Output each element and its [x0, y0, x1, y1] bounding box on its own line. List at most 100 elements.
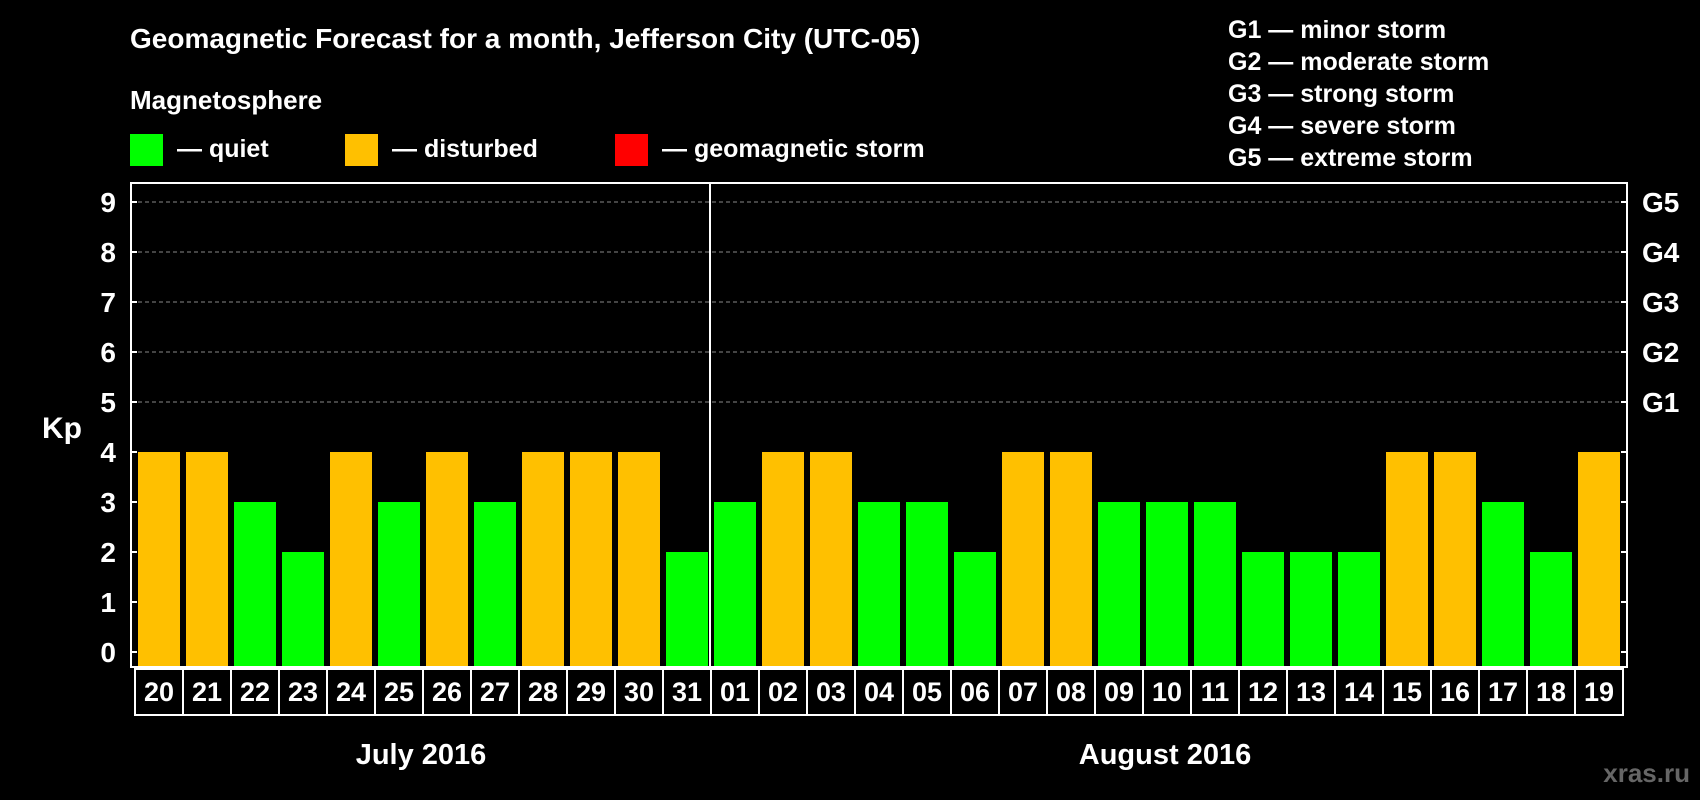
- storm-legend-item: G2 — moderate storm: [1228, 48, 1489, 76]
- bar: [426, 452, 468, 667]
- legend: — quiet — disturbed — geomagnetic storm: [130, 134, 925, 166]
- day-label: 10: [1152, 677, 1182, 707]
- day-label: 22: [240, 677, 270, 707]
- bar: [570, 452, 612, 667]
- day-label: 24: [336, 677, 366, 707]
- bar: [810, 452, 852, 667]
- y-tick-label: 1: [100, 587, 116, 618]
- storm-legend-item: G4 — severe storm: [1228, 112, 1456, 140]
- day-label: 03: [816, 677, 846, 707]
- legend-swatch: [130, 134, 163, 166]
- bar: [234, 502, 276, 667]
- legend-swatch: [615, 134, 648, 166]
- bar: [1242, 552, 1284, 667]
- bar: [186, 452, 228, 667]
- day-label: 06: [960, 677, 990, 707]
- y-tick-label: 2: [100, 537, 116, 568]
- legend-label: — quiet: [177, 135, 269, 163]
- day-label: 20: [144, 677, 174, 707]
- day-label: 17: [1488, 677, 1518, 707]
- bar: [666, 552, 708, 667]
- legend-label: — disturbed: [392, 135, 538, 163]
- month-labels: July 2016 August 2016: [356, 739, 1252, 771]
- day-label: 02: [768, 677, 798, 707]
- legend-title: Magnetosphere: [130, 85, 322, 115]
- x-tick-labels: 20 21 22 23 24 25 26 27 28 29 30 31 01 02 03 04 05 06 07 08…: [134, 668, 1624, 716]
- month-label: August 2016: [1079, 739, 1251, 771]
- day-label: 07: [1008, 677, 1038, 707]
- storm-level-label: G1: [1642, 387, 1679, 418]
- y-tick-label: 4: [100, 437, 116, 468]
- day-label: 04: [864, 677, 894, 707]
- bar: [1098, 502, 1140, 667]
- day-label: 05: [912, 677, 942, 707]
- day-label: 29: [576, 677, 606, 707]
- bars: [138, 452, 1620, 667]
- bar: [1146, 502, 1188, 667]
- bar: [138, 452, 180, 667]
- day-label: 09: [1104, 677, 1134, 707]
- y-tick-label: 6: [100, 337, 116, 368]
- day-label: 16: [1440, 677, 1470, 707]
- day-label: 18: [1536, 677, 1566, 707]
- bar: [762, 452, 804, 667]
- bar: [906, 502, 948, 667]
- day-label: 19: [1584, 677, 1614, 707]
- grid: [131, 201, 1627, 403]
- bar: [1290, 552, 1332, 667]
- plot-frame: [130, 182, 1628, 668]
- day-box: [1574, 668, 1624, 716]
- storm-legend-item: G1 — minor storm: [1228, 16, 1446, 44]
- bar: [282, 552, 324, 667]
- bar: [330, 452, 372, 667]
- storm-legend: G1 — minor storm G2 — moderate storm G3 — …: [1228, 16, 1489, 172]
- watermark: xras.ru: [1603, 758, 1690, 788]
- bar: [1050, 452, 1092, 667]
- y-tick-label: 8: [100, 237, 116, 268]
- bar: [1194, 502, 1236, 667]
- day-label: 21: [192, 677, 222, 707]
- storm-level-label: G3: [1642, 287, 1679, 318]
- legend-swatch: [345, 134, 378, 166]
- bar: [1530, 552, 1572, 667]
- bar: [522, 452, 564, 667]
- storm-level-label: G4: [1642, 237, 1680, 268]
- day-label: 26: [432, 677, 462, 707]
- y-tick-label: 5: [100, 387, 116, 418]
- bar: [1482, 502, 1524, 667]
- storm-legend-item: G5 — extreme storm: [1228, 144, 1473, 172]
- day-label: 28: [528, 677, 558, 707]
- day-label: 13: [1296, 677, 1326, 707]
- bar: [1386, 452, 1428, 667]
- day-label: 23: [288, 677, 318, 707]
- y-axis-label: Kp: [42, 412, 82, 445]
- day-label: 27: [480, 677, 510, 707]
- bar: [858, 502, 900, 667]
- storm-level-label: G5: [1642, 187, 1679, 218]
- y-tick-label: 9: [100, 187, 116, 218]
- day-label: 15: [1392, 677, 1422, 707]
- y-tick-label: 0: [100, 637, 116, 668]
- bar: [714, 502, 756, 667]
- legend-label: — geomagnetic storm: [662, 135, 925, 163]
- day-label: 11: [1201, 677, 1230, 707]
- day-label: 25: [384, 677, 414, 707]
- day-label: 14: [1344, 677, 1374, 707]
- day-label: 31: [672, 677, 702, 707]
- y-tick-label: 7: [100, 287, 116, 318]
- day-label: 01: [720, 677, 750, 707]
- bar: [1338, 552, 1380, 667]
- day-label: 12: [1248, 677, 1278, 707]
- month-label: July 2016: [356, 739, 487, 771]
- bar: [1434, 452, 1476, 667]
- day-label: 08: [1056, 677, 1086, 707]
- bar: [954, 552, 996, 667]
- bar: [1578, 452, 1620, 667]
- bar: [618, 452, 660, 667]
- storm-level-label: G2: [1642, 337, 1679, 368]
- bar: [378, 502, 420, 667]
- y-tick-label: 3: [100, 487, 116, 518]
- chart-title: Geomagnetic Forecast for a month, Jeffer…: [130, 23, 920, 54]
- bar: [474, 502, 516, 667]
